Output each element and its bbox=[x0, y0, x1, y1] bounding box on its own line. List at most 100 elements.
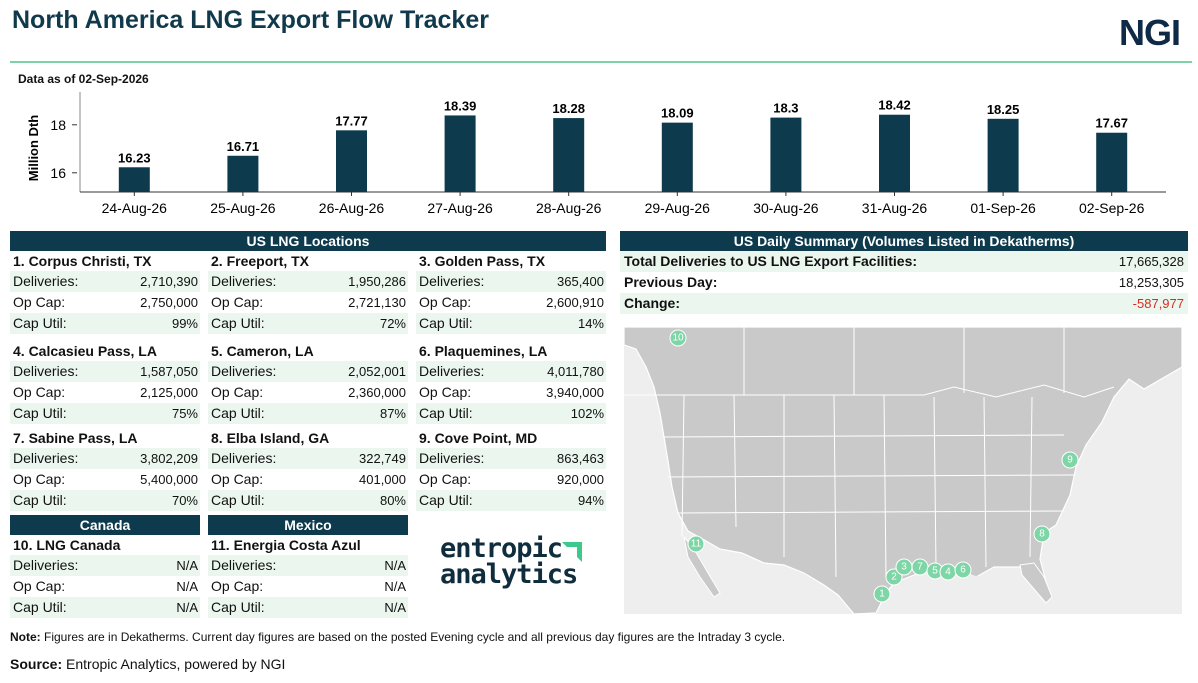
data-label: 18.09 bbox=[661, 106, 694, 121]
north-america-map: 1 2 3 7 5 4 6 8 9 10 11 bbox=[624, 327, 1182, 614]
map-marker-4[interactable]: 4 bbox=[939, 563, 957, 581]
canada-header: Canada bbox=[10, 515, 200, 535]
deliveries-label: Deliveries: bbox=[13, 363, 79, 379]
facility-name: 8. Elba Island, GA bbox=[211, 430, 330, 446]
deliveries-row: Deliveries: 4,011,780 bbox=[416, 361, 606, 382]
cap-util-row: Cap Util: 80% bbox=[208, 490, 408, 511]
cap-util-value: N/A bbox=[176, 600, 198, 615]
cap-util-value: 80% bbox=[379, 493, 406, 508]
deliveries-label: Deliveries: bbox=[419, 450, 485, 466]
cap-util-row: Cap Util: 70% bbox=[10, 490, 200, 511]
deliveries-value: 365,400 bbox=[557, 274, 604, 289]
op-cap-value: 920,000 bbox=[557, 472, 604, 487]
op-cap-row: Op Cap: 2,721,130 bbox=[208, 292, 408, 313]
marker-label: 8 bbox=[1039, 529, 1045, 540]
deliveries-value: 2,052,001 bbox=[348, 364, 406, 379]
y-tick-label: 16 bbox=[50, 165, 66, 181]
deliveries-row: Deliveries: 2,710,390 bbox=[10, 271, 200, 292]
previous-day-label: Previous Day: bbox=[624, 274, 718, 290]
map-marker-1[interactable]: 1 bbox=[873, 585, 891, 603]
op-cap-value: 2,750,000 bbox=[140, 295, 198, 310]
deliveries-label: Deliveries: bbox=[211, 273, 277, 289]
facility-name: 3. Golden Pass, TX bbox=[419, 253, 546, 269]
op-cap-value: 2,360,000 bbox=[348, 385, 406, 400]
op-cap-label: Op Cap: bbox=[419, 294, 472, 310]
op-cap-value: N/A bbox=[384, 579, 406, 594]
page-title: North America LNG Export Flow Tracker bbox=[12, 6, 489, 34]
previous-day-value: 18,253,305 bbox=[1118, 275, 1184, 290]
y-tick-label: 18 bbox=[50, 117, 66, 133]
x-tick-label: 01-Sep-26 bbox=[970, 200, 1036, 216]
facility-name: 7. Sabine Pass, LA bbox=[13, 430, 138, 446]
facility-card: 4. Calcasieu Pass, LA Deliveries: 1,587,05… bbox=[10, 341, 200, 424]
cap-util-label: Cap Util: bbox=[13, 599, 67, 615]
op-cap-label: Op Cap: bbox=[13, 384, 66, 400]
y-axis-label: Million Dth bbox=[26, 115, 41, 181]
op-cap-label: Op Cap: bbox=[419, 384, 472, 400]
map-marker-6[interactable]: 6 bbox=[954, 561, 972, 579]
bar-26-Aug-26 bbox=[336, 130, 367, 192]
us-locations-header: US LNG Locations bbox=[10, 231, 606, 251]
map-marker-11[interactable]: 11 bbox=[687, 535, 705, 553]
deliveries-row: Deliveries: 365,400 bbox=[416, 271, 606, 292]
data-label: 16.23 bbox=[118, 150, 151, 165]
cap-util-row: Cap Util: 72% bbox=[208, 313, 408, 334]
deliveries-label: Deliveries: bbox=[13, 450, 79, 466]
data-label: 17.77 bbox=[335, 113, 368, 128]
map-marker-3[interactable]: 3 bbox=[895, 558, 913, 576]
cap-util-value: 14% bbox=[577, 316, 604, 331]
cap-util-value: N/A bbox=[384, 600, 406, 615]
map-marker-7[interactable]: 7 bbox=[911, 558, 929, 576]
deliveries-value: 4,011,780 bbox=[547, 364, 604, 379]
map-marker-9[interactable]: 9 bbox=[1061, 451, 1079, 469]
bar-27-Aug-26 bbox=[444, 115, 476, 192]
marker-label: 7 bbox=[917, 562, 923, 573]
baja-shape bbox=[683, 536, 721, 598]
x-tick-label: 30-Aug-26 bbox=[753, 200, 819, 216]
map-marker-10[interactable]: 10 bbox=[669, 329, 687, 347]
source-text: Entropic Analytics, powered by NGI bbox=[62, 656, 286, 672]
map-marker-8[interactable]: 8 bbox=[1033, 525, 1051, 543]
facility-card: 1. Corpus Christi, TX Deliveries: 2,710,39… bbox=[10, 251, 200, 334]
cap-util-value: 99% bbox=[171, 316, 198, 331]
op-cap-row: Op Cap: N/A bbox=[10, 576, 200, 597]
cap-util-label: Cap Util: bbox=[211, 599, 265, 615]
marker-label: 2 bbox=[891, 572, 897, 583]
bar-24-Aug-26 bbox=[118, 167, 150, 192]
change-label: Change: bbox=[624, 295, 680, 311]
op-cap-row: Op Cap: 2,125,000 bbox=[10, 382, 200, 403]
marker-label: 9 bbox=[1067, 455, 1073, 466]
facility-name: 1. Corpus Christi, TX bbox=[13, 253, 152, 269]
op-cap-row: Op Cap: N/A bbox=[208, 576, 408, 597]
marker-label: 6 bbox=[960, 565, 966, 576]
marker-label: 10 bbox=[672, 333, 684, 344]
cap-util-value: 70% bbox=[171, 493, 198, 508]
deliveries-bar-chart: Million Dth 16 18 16.23 24-Aug-26 16.71 25-Aug… bbox=[26, 92, 1166, 216]
facility-name: 4. Calcasieu Pass, LA bbox=[13, 343, 157, 359]
bar-30-Aug-26 bbox=[770, 117, 802, 192]
cap-util-value: 87% bbox=[379, 406, 406, 421]
footer-source: Source: Entropic Analytics, powered by N… bbox=[10, 656, 285, 672]
deliveries-value: N/A bbox=[176, 558, 198, 573]
data-label: 16.71 bbox=[227, 139, 260, 154]
logo-mark-icon bbox=[562, 542, 582, 562]
cap-util-value: 72% bbox=[379, 316, 406, 331]
cap-util-row: Cap Util: N/A bbox=[208, 597, 408, 618]
x-tick-label: 24-Aug-26 bbox=[102, 200, 168, 216]
op-cap-label: Op Cap: bbox=[13, 294, 66, 310]
deliveries-row: Deliveries: 1,950,286 bbox=[208, 271, 408, 292]
cap-util-row: Cap Util: 94% bbox=[416, 490, 606, 511]
data-label: 18.28 bbox=[552, 101, 585, 116]
data-label: 18.3 bbox=[773, 101, 798, 116]
deliveries-value: 3,802,209 bbox=[140, 451, 198, 466]
deliveries-value: 322,749 bbox=[359, 451, 406, 466]
op-cap-label: Op Cap: bbox=[211, 471, 264, 487]
facility-card: 9. Cove Point, MD Deliveries: 863,463 Op Ca… bbox=[416, 428, 606, 511]
logo-line-2: analytics bbox=[440, 559, 578, 590]
cap-util-row: Cap Util: 87% bbox=[208, 403, 408, 424]
deliveries-row: Deliveries: N/A bbox=[10, 555, 200, 576]
facility-card: 3. Golden Pass, TX Deliveries: 365,400 Op C… bbox=[416, 251, 606, 334]
deliveries-label: Deliveries: bbox=[211, 450, 277, 466]
cap-util-label: Cap Util: bbox=[13, 315, 67, 331]
facility-card-lng-canada: 10. LNG Canada Deliveries: N/A Op Cap: N/A… bbox=[10, 535, 200, 618]
